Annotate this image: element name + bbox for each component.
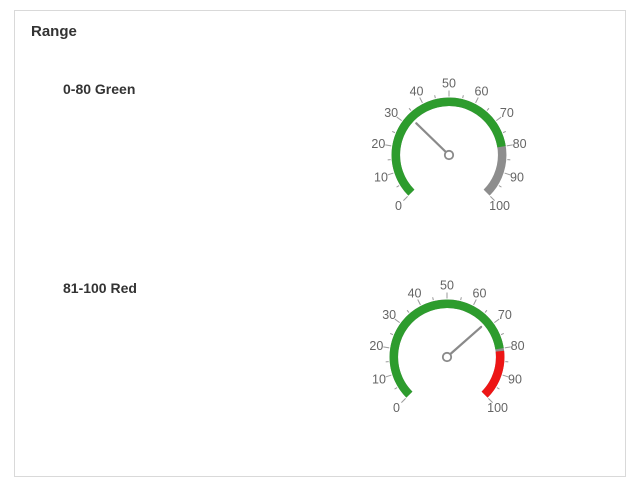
gauge-major-tick: [385, 144, 392, 147]
gauge-minor-tick: [396, 185, 400, 188]
gauge-needle-cap: [443, 149, 455, 161]
gauge-major-tick: [387, 172, 394, 176]
gauge-minor-tick: [432, 297, 434, 301]
gauge-minor-tick: [486, 107, 490, 111]
gauge-major-tick: [473, 299, 477, 306]
gauge-row-label-red: 81-100 Red: [63, 280, 137, 296]
gauge-minor-tick: [394, 387, 398, 390]
gauge-tick-label: 50: [442, 77, 456, 91]
gauge-needle: [445, 325, 483, 359]
gauge-major-tick: [475, 97, 479, 104]
gauge-tick-label: 0: [393, 401, 400, 415]
range-card: Range 0-80 Green 0 10 20 30 40 50 60 70 80 90 100 …: [14, 10, 626, 477]
gauge-tick-label: 50: [440, 279, 454, 293]
gauge-major-tick: [490, 196, 495, 201]
gauge-minor-tick: [498, 185, 502, 188]
gauge-tick-label: 60: [475, 84, 489, 98]
gauge-major-tick: [506, 144, 513, 147]
gauge-major-tick: [394, 318, 400, 324]
gauge-major-tick: [496, 116, 502, 122]
page-title: Range: [31, 23, 77, 40]
gauge-minor-tick: [408, 107, 412, 111]
gauge-major-tick: [419, 97, 423, 104]
gauge-major-tick: [401, 398, 406, 403]
gauge-tick-label: 100: [489, 199, 510, 213]
gauge-tick-label: 80: [511, 339, 525, 353]
gauge-needle: [415, 122, 451, 157]
gauge-tick-label: 90: [510, 170, 524, 184]
gauge-range-arc: [389, 299, 504, 398]
gauge-minor-tick: [496, 387, 500, 390]
gauge-tick-label: 80: [513, 137, 527, 151]
radial-gauge-red-range: 0 10 20 30 40 50 60 70 80 90 100: [369, 279, 525, 415]
gauge-tick-label: 0: [395, 199, 402, 213]
gauge-minor-tick: [500, 332, 505, 336]
gauge-major-tick: [494, 318, 500, 324]
gauge-row-label-green: 0-80 Green: [63, 81, 136, 97]
gauge-needle-cap: [441, 351, 453, 363]
gauge-range-arc: [391, 97, 506, 196]
gauge-tick-label: 20: [371, 137, 385, 151]
gauge-major-tick: [417, 299, 421, 306]
gauge-tick-label: 90: [508, 372, 522, 386]
gauge-major-tick: [504, 346, 511, 349]
gauge-major-tick: [504, 172, 511, 176]
gauge-minor-tick: [462, 95, 464, 99]
gauge-tick-label: 40: [410, 84, 424, 98]
gauge-tick-label: 40: [408, 286, 422, 300]
gauge-minor-tick: [406, 309, 410, 313]
gauge-tick-label: 60: [473, 286, 487, 300]
gauge-minor-tick: [389, 332, 394, 336]
gauge-tick-label: 10: [374, 170, 388, 184]
gauge-minor-tick: [391, 130, 396, 134]
gauge-tick-label: 70: [500, 106, 514, 120]
gauge-major-tick: [385, 374, 392, 378]
gauge-tick-label: 30: [384, 106, 398, 120]
gauge-minor-tick: [434, 95, 436, 99]
gauge-minor-tick: [502, 130, 507, 134]
gauge-major-tick: [396, 116, 402, 122]
gauge-tick-label: 100: [487, 401, 508, 415]
gauge-tick-label: 10: [372, 372, 386, 386]
gauge-major-tick: [502, 374, 509, 378]
gauge-tick-label: 20: [369, 339, 383, 353]
gauge-minor-tick: [484, 309, 488, 313]
gauge-major-tick: [488, 398, 493, 403]
gauge-minor-tick: [460, 297, 462, 301]
gauge-tick-label: 70: [498, 308, 512, 322]
gauge-range-arc: [481, 350, 505, 398]
gauge-major-tick: [403, 196, 408, 201]
radial-gauge-green-range: 0 10 20 30 40 50 60 70 80 90 100: [371, 77, 527, 213]
gauge-tick-label: 30: [382, 308, 396, 322]
gauge-major-tick: [383, 346, 390, 349]
